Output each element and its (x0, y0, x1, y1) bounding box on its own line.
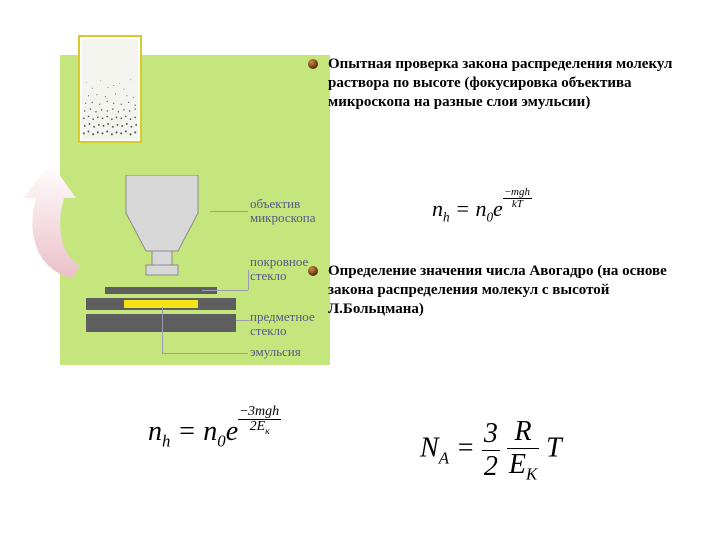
label-objective: объективмикроскопа (250, 197, 315, 226)
slide-container: объективмикроскопа покровноестекло предм… (0, 0, 720, 540)
emulsion-sample (82, 39, 138, 139)
bullet-icon (308, 59, 318, 69)
curved-arrow-icon (18, 160, 94, 280)
label-cover-glass: покровноестекло (250, 255, 308, 284)
formula-perrin: nh = n0e−3mgh2Eк (148, 416, 281, 452)
formula-boltzmann: nh = n0e−mghkT (432, 196, 532, 225)
formula-avogadro: NA = 32 REK T (420, 416, 562, 485)
emulsion-layer (86, 298, 236, 310)
subject-glass (86, 314, 236, 332)
leader-line (202, 290, 248, 291)
emulsion-sample-box (78, 35, 142, 143)
bullet-text-1: Опытная проверка закона распределения мо… (328, 55, 678, 111)
leader-line (210, 211, 248, 212)
emulsion-band (124, 300, 198, 308)
bullet-icon (308, 266, 318, 276)
leader-line (162, 353, 248, 354)
microscope-objective-icon (116, 175, 208, 281)
slide-stack (86, 287, 236, 332)
bullet-item-1: Опытная проверка закона распределения мо… (328, 55, 678, 111)
leader-line (236, 320, 250, 321)
label-subject-glass: предметноестекло (250, 310, 315, 339)
diagram-area: объективмикроскопа покровноестекло предм… (60, 55, 330, 365)
label-emulsion: эмульсия (250, 345, 301, 359)
emulsion-particles-icon (82, 77, 138, 139)
cover-glass (105, 287, 217, 294)
leader-line (248, 270, 249, 290)
bullet-item-2: Определение значения числа Авогадро (на … (328, 262, 678, 318)
leader-line (162, 307, 163, 353)
bullet-text-2: Определение значения числа Авогадро (на … (328, 262, 678, 318)
